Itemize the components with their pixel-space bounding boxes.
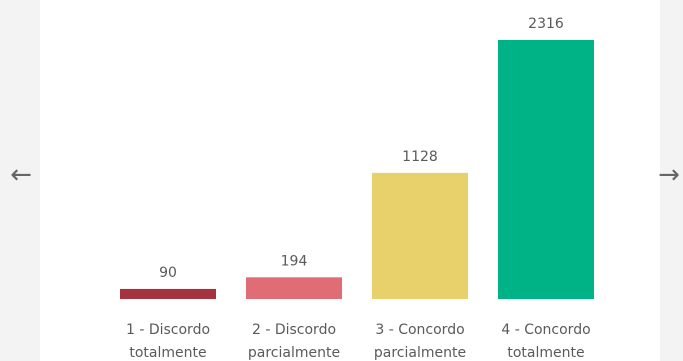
data-label-2: 194 <box>281 253 308 269</box>
category-label-1-line-1: 1 - Discordo <box>126 322 210 338</box>
data-label-4: 2316 <box>528 16 564 32</box>
category-label-1-line-2: totalmente <box>129 345 206 361</box>
bar-3[interactable] <box>372 172 468 299</box>
arrow-right-icon[interactable]: → <box>658 160 680 190</box>
bar-4[interactable] <box>498 40 594 299</box>
category-label-4-line-2: totalmente <box>507 345 584 361</box>
category-label-2-line-1: 2 - Discordo <box>252 322 336 338</box>
bar-2[interactable] <box>246 277 342 299</box>
bar-1[interactable] <box>120 288 216 299</box>
data-label-3: 1128 <box>402 149 438 165</box>
category-label-4-line-1: 4 - Concordo <box>501 322 590 338</box>
category-label-3-line-1: 3 - Concordo <box>375 322 464 338</box>
arrow-left-icon[interactable]: ← <box>10 160 32 190</box>
category-label-3-line-2: parcialmente <box>374 345 466 361</box>
category-label-2-line-2: parcialmente <box>248 345 340 361</box>
data-label-1: 90 <box>159 265 177 281</box>
